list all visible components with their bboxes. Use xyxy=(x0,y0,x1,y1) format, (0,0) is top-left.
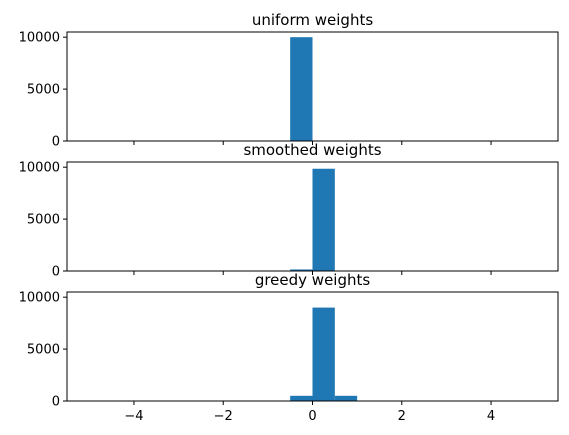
x-tick-label: −4 xyxy=(124,409,143,424)
y-tick-label: 5000 xyxy=(27,83,60,98)
panel-title: smoothed weights xyxy=(243,141,381,159)
x-tick-label: 0 xyxy=(308,409,316,424)
histogram-bar xyxy=(290,37,312,141)
x-tick-label: 2 xyxy=(398,409,406,424)
y-tick-label: 10000 xyxy=(19,291,60,306)
y-tick-label: 5000 xyxy=(27,213,60,228)
y-tick-label: 10000 xyxy=(19,161,60,176)
x-tick-label: 4 xyxy=(487,409,495,424)
histogram-bar xyxy=(290,396,312,401)
axes-panel-1: 0 5000 10000 uniform weights xyxy=(19,11,558,150)
histogram-bar xyxy=(335,396,357,401)
y-tick-label: 0 xyxy=(52,265,60,280)
y-tick-label: 0 xyxy=(52,135,60,150)
panel-title: uniform weights xyxy=(252,11,373,29)
x-tick-label: −2 xyxy=(214,409,233,424)
y-tick-label: 5000 xyxy=(27,343,60,358)
panel-title: greedy weights xyxy=(255,271,371,289)
histogram-bar xyxy=(313,308,335,401)
axes-panel-2: 0 5000 10000 smoothed weights xyxy=(19,141,558,280)
histogram-bar xyxy=(313,169,335,271)
y-tick-label: 0 xyxy=(52,395,60,410)
axes-panel-3: 0 5000 10000 −4 −2 0 2 4 greedy weights xyxy=(19,271,558,424)
y-tick-label: 10000 xyxy=(19,31,60,46)
